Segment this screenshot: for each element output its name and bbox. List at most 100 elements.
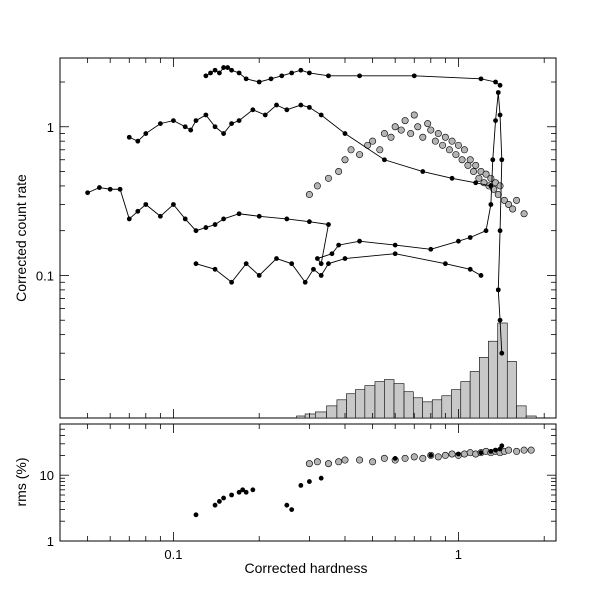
top-y-axis-label: Corrected count rate xyxy=(13,174,29,302)
top-data-point xyxy=(117,186,123,192)
histogram-bar xyxy=(304,413,316,419)
bottom-data-point xyxy=(243,489,249,495)
top-data-point xyxy=(243,76,249,82)
bottom-data-point xyxy=(318,475,324,481)
top-grey-data-point xyxy=(424,120,432,128)
bottom-data-point xyxy=(306,479,312,484)
top-data-point xyxy=(478,76,484,82)
top-grey-data-point xyxy=(387,133,395,141)
top-data-point xyxy=(497,112,503,118)
top-data-point xyxy=(382,157,387,163)
top-data-point xyxy=(221,131,226,136)
top-data-point xyxy=(85,190,91,196)
top-grey-data-point xyxy=(509,205,517,213)
top-grey-data-point xyxy=(445,146,453,154)
top-grey-data-point xyxy=(470,168,478,176)
top-data-point xyxy=(193,118,199,124)
x-tick-label: 0.1 xyxy=(164,547,182,562)
top-grey-data-point xyxy=(410,111,418,119)
bottom-grey-data-point xyxy=(520,446,528,454)
bottom-data-point xyxy=(499,443,505,449)
top-data-point xyxy=(467,266,473,272)
bottom-data-point xyxy=(478,450,484,456)
bottom-data-point xyxy=(240,487,246,493)
bottom-y-axis-label: rms (%) xyxy=(13,458,29,507)
x-tick-label: 1 xyxy=(455,547,462,562)
top-data-point xyxy=(357,238,362,244)
bottom-data-point xyxy=(289,507,295,513)
top-data-point xyxy=(420,169,426,174)
top-axis-ticks: 0.11 xyxy=(36,58,556,418)
bottom-grey-data-point xyxy=(460,450,468,458)
top-data-point xyxy=(318,273,324,278)
top-y-tick-label: 0.1 xyxy=(36,268,54,283)
top-data-point xyxy=(107,186,113,192)
top-data-point xyxy=(279,73,285,79)
top-data-point xyxy=(342,131,348,136)
top-data-point xyxy=(306,219,312,225)
bottom-data-point xyxy=(193,512,199,518)
top-grey-data-point xyxy=(496,182,504,190)
top-data-point xyxy=(392,242,398,248)
histogram-bar xyxy=(403,391,414,419)
top-data-point xyxy=(493,118,498,124)
histogram-bar xyxy=(346,393,356,419)
top-grey-data-point xyxy=(441,133,449,141)
top-data-point xyxy=(221,216,226,222)
bottom-grey-data-point xyxy=(341,456,349,464)
top-grey-data-point xyxy=(475,174,483,182)
top-data-point xyxy=(212,124,218,130)
top-grey-data-point xyxy=(391,123,399,131)
histogram-bars xyxy=(296,322,537,419)
top-data-point xyxy=(495,287,501,293)
top-data-point xyxy=(203,73,209,79)
top-data-point xyxy=(217,70,222,76)
histogram-bar xyxy=(314,411,327,419)
top-grey-data-point xyxy=(419,133,427,141)
top-data-point xyxy=(135,208,141,214)
bottom-data-point xyxy=(221,495,226,501)
bottom-data-point xyxy=(493,447,498,453)
bottom-data-point xyxy=(456,451,461,457)
top-data-point xyxy=(256,79,262,85)
histogram-bar xyxy=(497,322,508,419)
top-grey-data-point xyxy=(448,137,456,145)
top-data-point xyxy=(171,118,176,124)
top-data-point xyxy=(243,261,249,267)
top-data-point xyxy=(329,251,335,257)
bottom-grey-data-point xyxy=(380,454,388,462)
top-data-point xyxy=(193,261,199,267)
histogram-bar xyxy=(451,389,462,419)
bottom-data-point xyxy=(284,502,290,508)
top-data-point xyxy=(442,261,448,267)
top-data-point xyxy=(126,134,132,140)
top-grey-data-point xyxy=(414,123,422,131)
top-data-point xyxy=(212,67,218,73)
top-data-point xyxy=(221,65,226,70)
top-data-point xyxy=(208,70,213,76)
top-grey-data-point xyxy=(466,156,474,164)
top-data-point xyxy=(289,261,295,267)
top-grey-data-point xyxy=(427,126,435,134)
top-data-point xyxy=(182,124,188,130)
histogram-bar xyxy=(479,357,489,419)
bottom-grey-data-point xyxy=(401,454,409,462)
top-data-point xyxy=(298,67,304,73)
top-data-point xyxy=(135,138,141,144)
top-data-point xyxy=(428,246,434,252)
top-data-point xyxy=(284,107,290,113)
bottom-grey-data-point xyxy=(305,460,313,468)
top-data-point xyxy=(229,279,234,285)
top-grey-data-point xyxy=(494,191,502,199)
bottom-grey-data-point xyxy=(356,456,364,464)
top-data-point xyxy=(212,222,218,227)
histogram-bar xyxy=(326,405,338,419)
top-data-point xyxy=(336,242,342,248)
histogram-bar xyxy=(374,381,385,419)
top-grey-data-point xyxy=(335,168,343,176)
top-data-point xyxy=(171,202,176,207)
top-grey-data-point xyxy=(505,201,513,209)
top-grey-data-point xyxy=(431,137,439,145)
